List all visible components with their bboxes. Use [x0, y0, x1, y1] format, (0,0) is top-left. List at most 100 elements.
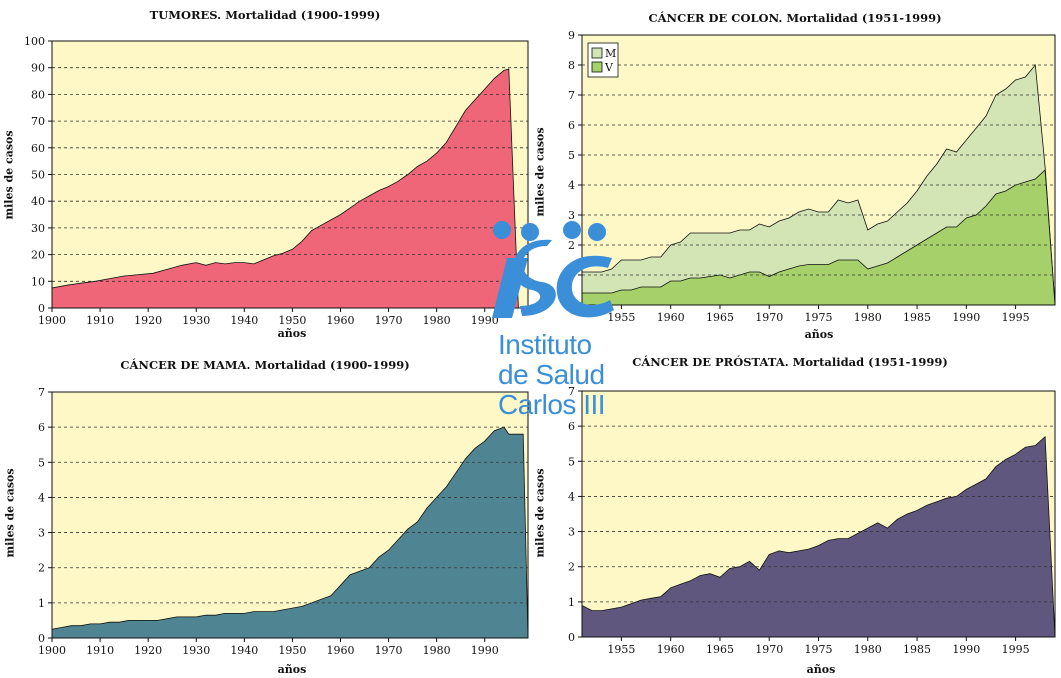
legend: MV [587, 42, 619, 78]
chart-title: CÁNCER DE PRÓSTATA. Mortalidad (1951-199… [632, 355, 948, 369]
x-tick-label: 1970 [755, 311, 783, 324]
x-tick-label: 1995 [1002, 311, 1030, 324]
y-tick-label: 60 [31, 142, 45, 155]
chart-svg: 0 1 2 3 4 5 6 7 1955 1960 1965 1970 1975 1980 1985 1990… [568, 385, 1056, 656]
y-tick-label: 7 [568, 89, 575, 102]
x-tick-label: 1985 [903, 311, 931, 324]
y-tick-label: 9 [568, 29, 575, 42]
chart-svg: 0123456789195519601965197019751980198519… [568, 29, 1056, 324]
x-tick-label: 1955 [607, 311, 635, 324]
x-tick-label: 1960 [326, 314, 354, 327]
x-axis-label: años [277, 327, 307, 340]
y-tick-label: 100 [24, 35, 45, 48]
y-tick-label: 3 [38, 527, 45, 540]
y-tick-label: 40 [31, 195, 45, 208]
series-area-0 [51, 426, 529, 639]
logo-line: Instituto [498, 329, 592, 360]
x-tick-label: 1965 [706, 311, 734, 324]
y-tick-label: 4 [38, 491, 45, 504]
chart-title: TUMORES. Mortalidad (1900-1999) [149, 8, 381, 22]
y-tick-label: 5 [568, 149, 575, 162]
x-tick-label: 1930 [182, 644, 210, 657]
y-tick-label: 50 [31, 169, 45, 182]
y-tick-label: 0 [568, 631, 575, 644]
y-tick-label: 2 [568, 561, 575, 574]
isc-logo-icon [492, 221, 614, 318]
x-tick-label: 1990 [471, 644, 499, 657]
x-tick-label: 1960 [657, 643, 685, 656]
y-tick-label: 0 [38, 632, 45, 645]
x-tick-label: 1970 [755, 643, 783, 656]
x-tick-label: 1980 [854, 311, 882, 324]
y-tick-label: 2 [38, 562, 45, 575]
y-tick-label: 7 [38, 386, 45, 399]
y-tick-label: 90 [31, 62, 45, 75]
x-tick-label: 1970 [375, 644, 403, 657]
series-area-0 [581, 435, 1056, 638]
y-tick-label: 6 [568, 119, 575, 132]
x-tick-label: 1950 [278, 314, 306, 327]
y-tick-label: 6 [568, 420, 575, 433]
y-tick-label: 1 [568, 596, 575, 609]
y-tick-label: 7 [568, 385, 575, 398]
x-tick-label: 1960 [657, 311, 685, 324]
legend-label: M [605, 47, 616, 60]
x-tick-label: 1980 [854, 643, 882, 656]
x-tick-label: 1930 [182, 314, 210, 327]
y-tick-label: 4 [568, 490, 575, 503]
x-axis-label: años [277, 663, 307, 676]
series-area-V [581, 169, 1056, 306]
x-tick-label: 1990 [952, 311, 980, 324]
y-tick-label: 2 [568, 239, 575, 252]
x-tick-label: 1985 [903, 643, 931, 656]
legend-swatch [591, 61, 603, 73]
x-axis-label: años [804, 328, 834, 341]
y-tick-label: 70 [31, 115, 45, 128]
logo-line: de Salud [498, 359, 605, 390]
chart-colon: CÁNCER DE COLON. Mortalidad (1951-1999) … [530, 0, 1061, 341]
logo-line: Carlos III [498, 389, 606, 420]
y-tick-label: 5 [568, 455, 575, 468]
x-tick-label: 1940 [230, 314, 258, 327]
y-tick-label: 0 [38, 302, 45, 315]
x-tick-label: 1990 [471, 314, 499, 327]
x-tick-label: 1970 [375, 314, 403, 327]
y-tick-label: 8 [568, 59, 575, 72]
y-tick-label: 30 [31, 222, 45, 235]
chart-svg: 0 10 20 30 40 50 60 70 80 90 100 1900 1910 1920 1930 19… [24, 35, 529, 327]
chart-mama: CÁNCER DE MAMA. Mortalidad (1900-1999) m… [0, 340, 530, 678]
x-tick-label: 1980 [423, 644, 451, 657]
x-tick-label: 1900 [38, 314, 66, 327]
x-tick-label: 1980 [423, 314, 451, 327]
y-tick-label: 3 [568, 209, 575, 222]
y-tick-label: 20 [31, 249, 45, 262]
plot-frame [51, 391, 529, 639]
chart-title: CÁNCER DE COLON. Mortalidad (1951-1999) [648, 11, 942, 25]
x-tick-label: 1910 [86, 644, 114, 657]
x-tick-label: 1955 [607, 643, 635, 656]
legend-swatch [591, 47, 603, 59]
x-tick-label: 1940 [230, 644, 258, 657]
legend-label: V [604, 61, 614, 74]
y-tick-label: 5 [38, 456, 45, 469]
x-tick-label: 1960 [326, 644, 354, 657]
x-tick-label: 1920 [134, 644, 162, 657]
logo-text: Instituto de Salud Carlos III [498, 329, 606, 420]
y-tick-label: 4 [568, 179, 575, 192]
x-tick-label: 1900 [38, 644, 66, 657]
x-axis-label: años [806, 663, 836, 676]
x-tick-label: 1950 [278, 644, 306, 657]
x-tick-label: 1975 [805, 643, 833, 656]
x-tick-label: 1995 [1002, 643, 1030, 656]
x-tick-label: 1920 [134, 314, 162, 327]
y-tick-label: 10 [31, 275, 45, 288]
chart-tumores: TUMORES. Mortalidad (1900-1999) miles de… [0, 0, 530, 340]
y-tick-label: 80 [31, 88, 45, 101]
chart-prostata: CÁNCER DE PRÓSTATA. Mortalidad (1951-199… [530, 340, 1061, 678]
chart-svg: 0 1 2 3 4 5 6 7 1900 1910 1920 1930 1940 1950 1960 1970… [38, 386, 529, 657]
x-tick-label: 1910 [86, 314, 114, 327]
y-tick-label: 1 [38, 597, 45, 610]
y-tick-label: 3 [568, 526, 575, 539]
chart-title: CÁNCER DE MAMA. Mortalidad (1900-1999) [120, 358, 410, 372]
x-tick-label: 1975 [805, 311, 833, 324]
